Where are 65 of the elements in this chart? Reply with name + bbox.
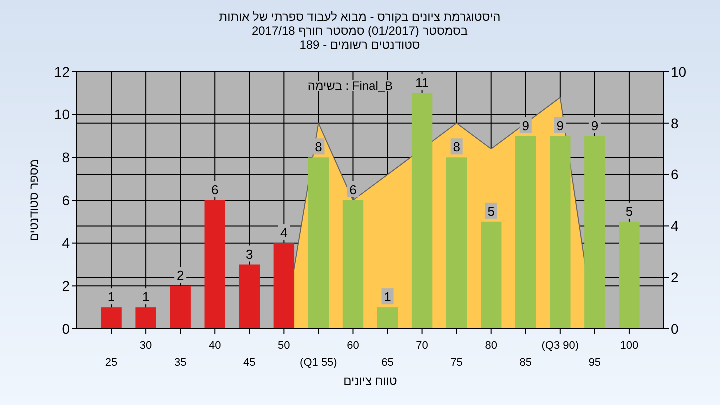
bar <box>136 308 156 329</box>
data-label: 8 <box>453 140 460 155</box>
x-tick-label: 50 <box>278 340 290 352</box>
x-tick-label: 85 <box>520 357 532 369</box>
data-label: 5 <box>626 204 634 219</box>
x-tick-label: 35 <box>174 357 187 369</box>
x-axis-title: טווח ציונים <box>344 374 398 388</box>
y2-tick-label: 2 <box>671 270 679 286</box>
data-label: 1 <box>384 290 392 305</box>
x-tick-label: 100 <box>620 340 639 352</box>
bar <box>342 200 364 329</box>
x-tick-label: 30 <box>140 340 152 352</box>
y-axis-title: מספר סטודנטים <box>27 159 41 242</box>
x-tick-label: 70 <box>416 340 428 352</box>
data-label: 5 <box>488 204 495 219</box>
data-label: 1 <box>108 290 116 305</box>
y2-tick-label: 8 <box>671 115 679 132</box>
y-tick-label: 10 <box>54 106 70 123</box>
y-tick-label: 0 <box>62 320 70 337</box>
bar <box>584 136 606 329</box>
chart-title: היסטוגרמת ציונים בקורס - מבוא לעבוד ספרתי של אותות <box>219 10 501 24</box>
data-label: 1 <box>142 290 150 305</box>
data-label: 9 <box>522 118 530 134</box>
y2-tick-label: 4 <box>671 218 679 234</box>
y-tick-label: 4 <box>62 235 70 252</box>
data-label: 3 <box>246 246 254 262</box>
bar <box>550 136 571 329</box>
x-tick-label: 45 <box>244 357 256 369</box>
data-label: 9 <box>556 118 564 134</box>
data-label: 9 <box>591 118 599 134</box>
x-tick-label: 65 <box>382 357 394 369</box>
x-tick-label: 40 <box>208 340 222 352</box>
data-label: 2 <box>176 268 184 284</box>
chart-subtitle: בסמסטר (01/2017) סמסטר חורף 2017/18 סטודנטים רשומים - 189 <box>252 24 468 52</box>
data-label: 6 <box>350 182 357 198</box>
y2-tick-label: 6 <box>671 166 679 183</box>
bar <box>516 136 536 329</box>
bar <box>274 243 295 329</box>
data-label: 8 <box>315 140 322 155</box>
y-tick-label: 12 <box>54 64 70 80</box>
bar <box>619 222 640 329</box>
y-tick-label: 2 <box>62 278 70 294</box>
y-tick-label: 8 <box>62 150 70 166</box>
y2-tick-label: 0 <box>671 320 679 337</box>
data-label: 6 <box>212 182 219 198</box>
y-tick-label: 6 <box>62 192 70 208</box>
x-tick-label: 95 <box>588 357 602 369</box>
bar <box>170 286 191 329</box>
bar <box>480 222 502 329</box>
bar <box>101 308 122 329</box>
data-label: 11 <box>416 75 430 90</box>
bar <box>412 93 433 329</box>
x-tick-label: 80 <box>485 340 498 352</box>
x-tick-label: (Q1 55) <box>300 357 338 369</box>
bar <box>204 200 226 329</box>
bar <box>446 158 468 329</box>
x-tick-label: (Q3 90) <box>542 340 580 352</box>
x-tick-label: 75 <box>450 357 463 369</box>
x-tick-label: 25 <box>105 357 118 369</box>
bar <box>377 308 398 329</box>
bar <box>239 264 260 329</box>
bar <box>308 158 330 329</box>
data-label: 4 <box>280 225 288 240</box>
x-tick-label: 60 <box>347 340 360 352</box>
y2-tick-label: 10 <box>671 64 687 80</box>
